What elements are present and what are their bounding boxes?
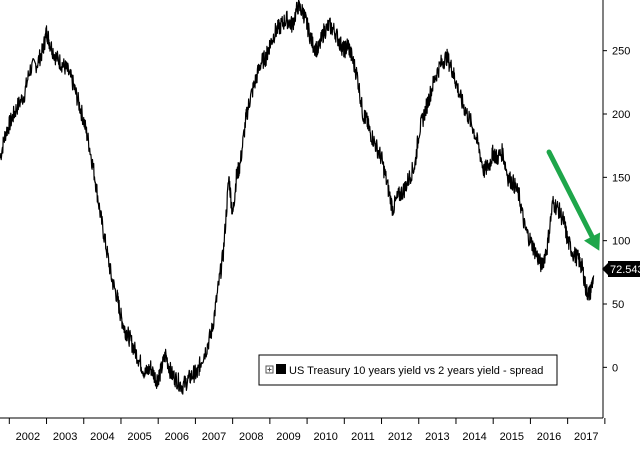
legend-box [258, 354, 558, 386]
last-value-marker: 72.543 [602, 261, 640, 277]
x-tick-label: 2012 [388, 431, 412, 443]
x-tick-label: 2007 [202, 431, 226, 443]
last-value-pointer [602, 263, 608, 275]
x-tick-label: 2015 [500, 431, 524, 443]
y-tick-label: 0 [612, 362, 618, 374]
y-tick-label: 100 [612, 236, 630, 248]
x-tick-label: 2006 [165, 431, 189, 443]
x-tick-label: 2014 [462, 431, 486, 443]
x-tick-label: 2013 [425, 431, 449, 443]
y-tick-label: 200 [612, 109, 630, 121]
x-tick-label: 2003 [53, 431, 77, 443]
y-tick-label: 250 [612, 46, 630, 58]
legend-swatch [276, 364, 286, 374]
legend-series-label: US Treasury 10 years yield vs 2 years yi… [289, 365, 543, 377]
annotation-layer [546, 149, 601, 251]
last-value-box [608, 261, 640, 277]
y-tick-label: 150 [612, 172, 630, 184]
x-tick-label: 2005 [127, 431, 151, 443]
series-layer [0, 0, 595, 395]
x-tick-label: 2009 [276, 431, 300, 443]
trend-arrow-head [584, 232, 601, 251]
x-tick-label: 2008 [239, 431, 263, 443]
x-tick-label: 2016 [537, 431, 561, 443]
legend: US Treasury 10 years yield vs 2 years yi… [258, 354, 558, 386]
trend-arrow-shaft [546, 149, 595, 240]
x-tick-label: 2004 [90, 431, 114, 443]
axes-layer: 0 50 100 150 200 250 2002 2003 2004 2005 2006 2007 2… [0, 0, 630, 443]
x-tick-label: 2011 [351, 431, 375, 443]
x-tick-label: 2017 [574, 431, 598, 443]
x-tick-label: 2002 [16, 431, 40, 443]
last-value-label: 72.543 [610, 264, 640, 276]
y-tick-label: 50 [612, 299, 624, 311]
series-line [0, 0, 595, 395]
x-tick-label: 2010 [313, 431, 337, 443]
